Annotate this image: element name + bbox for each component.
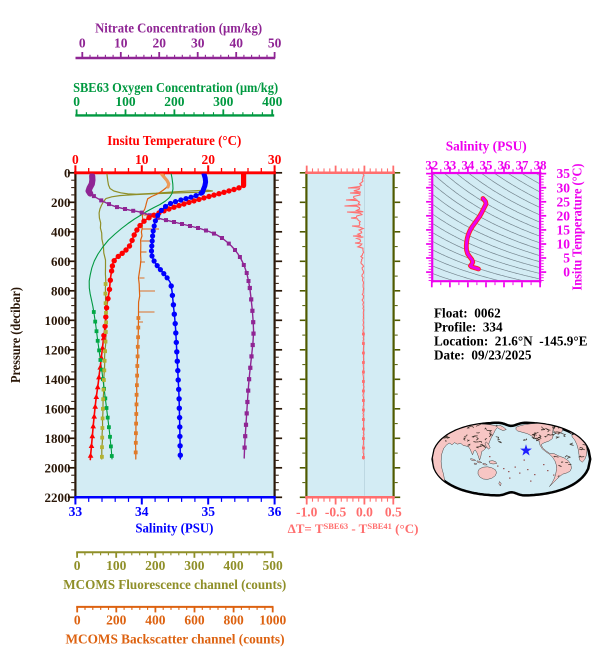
svg-text:0: 0 (72, 152, 79, 167)
svg-text:200: 200 (51, 195, 71, 210)
svg-text:5: 5 (563, 251, 570, 266)
svg-text:ΔT= TSBE63 - TSBE41 (°C): ΔT= TSBE63 - TSBE41 (°C) (288, 521, 419, 536)
svg-text:Pressure (decibar): Pressure (decibar) (8, 287, 23, 383)
svg-text:1600: 1600 (45, 401, 71, 416)
svg-text:33: 33 (444, 159, 457, 173)
svg-text:34: 34 (462, 159, 475, 173)
svg-text:1400: 1400 (45, 372, 71, 387)
svg-text:-0.5: -0.5 (325, 505, 347, 520)
svg-text:Nitrate Concentration (μm/kg): Nitrate Concentration (μm/kg) (95, 21, 262, 36)
svg-text:Insitu Temperature (°C): Insitu Temperature (°C) (570, 164, 585, 291)
svg-text:50: 50 (268, 36, 282, 51)
svg-text:0: 0 (74, 613, 81, 628)
svg-text:36: 36 (498, 159, 511, 173)
svg-text:10: 10 (135, 152, 149, 167)
svg-text:100: 100 (106, 558, 127, 573)
svg-text:10: 10 (557, 237, 571, 252)
svg-text:400: 400 (51, 224, 71, 239)
svg-text:30: 30 (268, 152, 282, 167)
svg-text:0: 0 (79, 36, 86, 51)
svg-text:-1.0: -1.0 (296, 505, 318, 520)
svg-text:0.5: 0.5 (385, 505, 402, 520)
svg-text:25: 25 (557, 194, 571, 209)
svg-text:20: 20 (152, 36, 166, 51)
svg-text:34: 34 (135, 504, 149, 519)
svg-text:Salinity (PSU): Salinity (PSU) (446, 139, 527, 154)
svg-text:30: 30 (557, 180, 571, 195)
svg-text:1200: 1200 (45, 342, 71, 357)
svg-text:SBE63 Oxygen Concentration (μm: SBE63 Oxygen Concentration (μm/kg) (73, 80, 278, 95)
svg-text:32: 32 (425, 159, 438, 173)
svg-text:400: 400 (262, 94, 283, 109)
svg-text:600: 600 (184, 613, 205, 628)
svg-text:20: 20 (201, 152, 215, 167)
svg-text:2000: 2000 (45, 460, 71, 475)
svg-text:Float: 0062: Float: 0062 (434, 306, 501, 321)
svg-text:30: 30 (191, 36, 205, 51)
svg-text:200: 200 (164, 94, 185, 109)
svg-text:600: 600 (51, 254, 71, 269)
svg-text:1000: 1000 (45, 313, 71, 328)
svg-text:10: 10 (114, 36, 128, 51)
svg-text:100: 100 (115, 94, 136, 109)
svg-text:0: 0 (73, 94, 80, 109)
svg-text:MCOMS Fluorescence channel (co: MCOMS Fluorescence channel (counts) (63, 577, 286, 592)
svg-text:20: 20 (557, 208, 571, 223)
svg-text:400: 400 (223, 558, 244, 573)
svg-text:200: 200 (145, 558, 166, 573)
svg-text:300: 300 (213, 94, 234, 109)
svg-text:400: 400 (145, 613, 166, 628)
svg-text:0.0: 0.0 (356, 505, 373, 520)
svg-text:Date: 09/23/2025: Date: 09/23/2025 (434, 348, 532, 363)
svg-text:Salinity (PSU): Salinity (PSU) (135, 521, 213, 536)
svg-text:0: 0 (74, 558, 81, 573)
svg-text:15: 15 (557, 223, 571, 238)
svg-text:38: 38 (534, 159, 547, 173)
svg-text:800: 800 (223, 613, 244, 628)
svg-text:1000: 1000 (259, 613, 286, 628)
svg-text:40: 40 (229, 36, 243, 51)
svg-text:33: 33 (69, 504, 83, 519)
svg-text:37: 37 (516, 159, 529, 173)
svg-text:500: 500 (262, 558, 283, 573)
svg-text:1800: 1800 (45, 431, 71, 446)
svg-text:300: 300 (184, 558, 205, 573)
svg-text:35: 35 (201, 504, 215, 519)
svg-text:Insitu Temperature (°C): Insitu Temperature (°C) (107, 133, 241, 148)
svg-text:800: 800 (51, 283, 71, 298)
svg-text:2200: 2200 (45, 490, 71, 505)
svg-text:35: 35 (557, 166, 571, 181)
svg-text:0: 0 (563, 265, 570, 280)
svg-text:200: 200 (106, 613, 127, 628)
svg-text:MCOMS Backscatter channel (cou: MCOMS Backscatter channel (counts) (66, 632, 285, 647)
svg-text:Location: 21.6°N -145.9°E: Location: 21.6°N -145.9°E (434, 334, 588, 349)
svg-text:Profile: 334: Profile: 334 (434, 320, 503, 335)
svg-text:0: 0 (64, 165, 71, 180)
svg-text:36: 36 (268, 504, 282, 519)
svg-text:35: 35 (480, 159, 493, 173)
